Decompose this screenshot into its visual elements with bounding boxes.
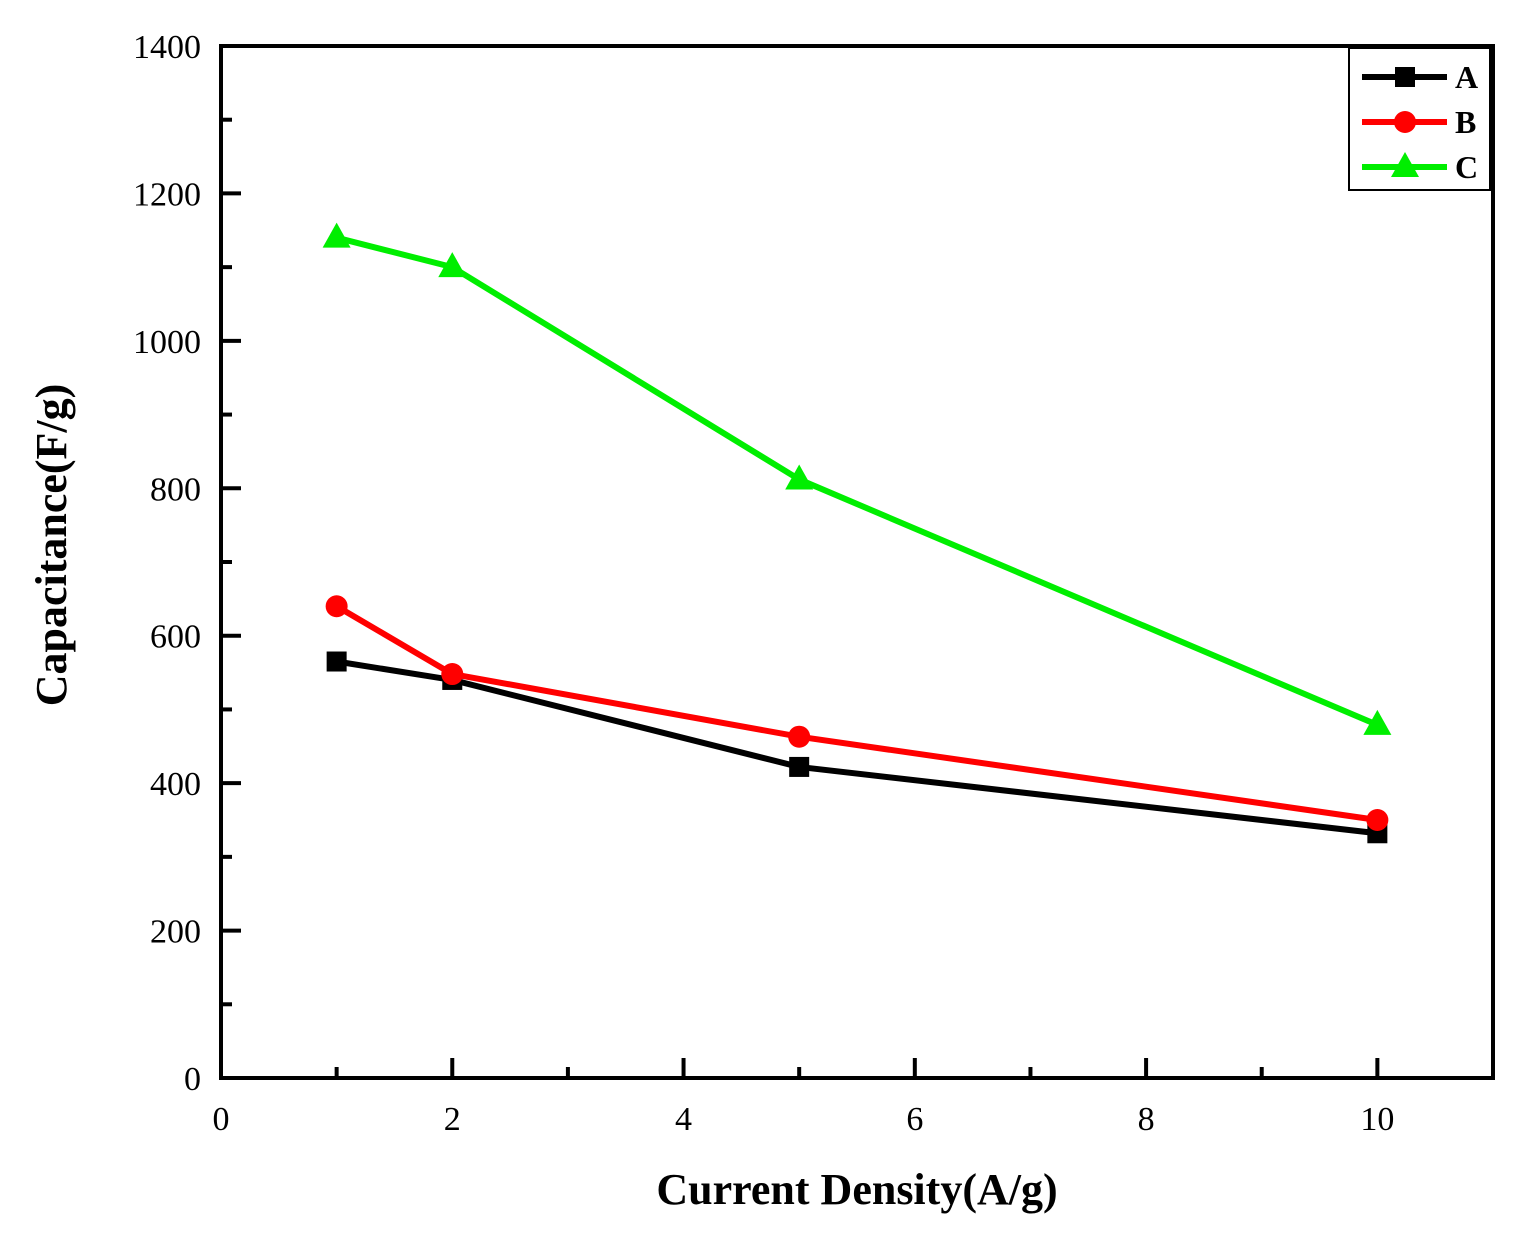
series-a-line	[336, 658, 1378, 837]
series-c-line	[335, 234, 1379, 728]
x-tick-label: 2	[444, 1101, 461, 1138]
x-axis-title: Current Density(A/g)	[656, 1165, 1057, 1214]
series-c-point	[785, 464, 814, 490]
series-b	[325, 595, 1389, 831]
series-c-point	[322, 222, 351, 248]
series-c-point	[438, 252, 467, 278]
y-tick-label: 1400	[133, 29, 201, 66]
series-layer	[322, 222, 1392, 844]
series-b-line	[335, 603, 1378, 823]
y-tick-labels: 0 200 400 600 800 1000 1200 1400	[133, 29, 201, 1098]
legend: ABC	[1348, 47, 1491, 191]
x-tick-labels: 0 2 4 6 8 10	[213, 1101, 1395, 1138]
x-tick-label: 0	[213, 1101, 230, 1138]
legend-marker-c	[1391, 152, 1419, 177]
legend-item-c: C	[1362, 149, 1478, 185]
y-tick-label: 200	[150, 914, 201, 951]
y-tick-label: 400	[150, 766, 201, 803]
series-b-point	[788, 725, 811, 748]
plot-frame	[219, 44, 1495, 1080]
series-b-point	[1366, 809, 1389, 831]
y-tick-label: 0	[184, 1061, 201, 1098]
series-c-point	[1363, 709, 1392, 735]
y-tick-label: 1200	[133, 176, 201, 213]
legend-label-b: B	[1455, 104, 1476, 140]
legend-marker-a	[1395, 67, 1415, 87]
x-tick-label: 10	[1360, 1101, 1394, 1138]
y-tick-label: 600	[150, 619, 201, 656]
x-tick-label: 8	[1138, 1101, 1155, 1138]
legend-label-c: C	[1455, 149, 1478, 185]
axis-ticks	[221, 117, 1380, 1078]
legend-item-a: A	[1362, 59, 1478, 95]
y-axis-title: Capacitance(F/g)	[27, 384, 76, 707]
x-tick-label: 6	[906, 1101, 923, 1138]
legend-item-b: B	[1362, 104, 1476, 140]
series-c	[322, 222, 1392, 735]
x-tick-label: 4	[675, 1101, 692, 1138]
series-b-point	[441, 663, 464, 686]
legend-label-a: A	[1455, 59, 1478, 95]
y-tick-label: 1000	[133, 324, 201, 361]
series-a-point	[326, 651, 347, 672]
series-a-point	[789, 756, 810, 777]
y-tick-label: 800	[150, 471, 201, 508]
legend-marker-b	[1394, 111, 1416, 133]
series-b-point	[325, 595, 348, 618]
